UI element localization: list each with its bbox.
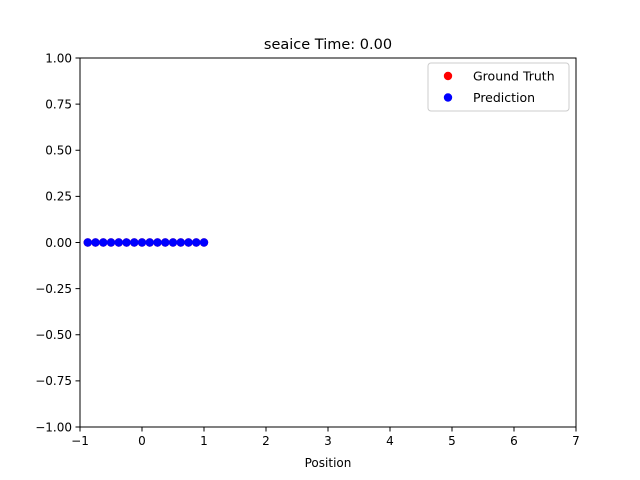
data-point-prediction — [137, 238, 147, 247]
data-point-prediction — [130, 238, 139, 247]
data-point-prediction — [91, 238, 100, 247]
y-tick-label: 0.25 — [45, 190, 72, 204]
y-tick-label: 0.00 — [45, 236, 72, 250]
data-point-prediction — [161, 238, 170, 247]
y-tick-label: −0.50 — [35, 328, 72, 342]
data-point-prediction — [184, 238, 193, 247]
data-point-prediction — [176, 238, 185, 247]
data-point-prediction — [168, 238, 178, 247]
x-tick-label: 2 — [262, 434, 270, 448]
x-tick-label: 3 — [324, 434, 332, 448]
y-tick-label: 0.75 — [45, 97, 72, 111]
x-tick-label: 6 — [510, 434, 518, 448]
y-tick-label: 1.00 — [45, 51, 72, 65]
y-axis: −1.00 −0.75 −0.50 −0.25 0.00 0.25 0.50 0.75 1.00 — [35, 51, 80, 434]
legend-label-prediction: Prediction — [473, 90, 535, 105]
x-tick-label: 4 — [386, 434, 394, 448]
data-point-prediction — [106, 238, 116, 247]
x-axis: −1 0 1 2 3 4 5 6 7 — [71, 427, 580, 448]
legend: Ground Truth Prediction — [427, 62, 570, 112]
legend-marker-prediction — [443, 93, 453, 102]
x-tick-label: 7 — [572, 434, 580, 448]
y-tick-label: 0.50 — [45, 144, 72, 158]
x-tick-label: 5 — [448, 434, 456, 448]
x-tick-label: 1 — [200, 434, 208, 448]
data-point-prediction — [114, 238, 123, 247]
x-tick-label: 0 — [138, 434, 146, 448]
data-point-prediction — [99, 238, 108, 247]
data-point-prediction — [192, 238, 201, 247]
legend-marker-ground-truth — [443, 71, 453, 81]
legend-box — [427, 62, 570, 112]
data-point-prediction — [83, 238, 92, 247]
data-point-prediction — [153, 238, 162, 247]
chart-title: seaice Time: 0.00 — [264, 37, 392, 53]
data-point-prediction — [199, 238, 209, 247]
x-axis-label: Position — [305, 456, 352, 470]
y-tick-label: −0.25 — [35, 282, 72, 296]
y-tick-label: −0.75 — [35, 374, 72, 388]
data-point-prediction — [145, 238, 154, 247]
data-point-prediction — [122, 238, 131, 247]
legend-label-ground-truth: Ground Truth — [473, 69, 555, 84]
y-tick-label: −1.00 — [35, 420, 72, 434]
x-tick-label: −1 — [71, 434, 89, 448]
